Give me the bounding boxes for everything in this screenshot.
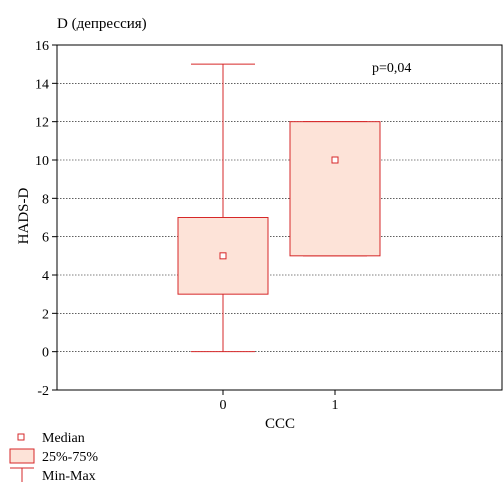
y-tick-label: -2 [37, 384, 49, 399]
y-tick-label: 14 [35, 77, 49, 92]
plot-area-frame [56, 44, 503, 391]
y-tick-label: 4 [42, 269, 49, 284]
legend-median-swatch [17, 433, 25, 441]
x-axis-label: CCC [265, 416, 295, 432]
y-tick-label: 8 [42, 192, 49, 207]
y-tick-label: 16 [35, 39, 49, 54]
x-tick-label: 0 [220, 398, 227, 413]
median-marker [331, 156, 339, 164]
y-tick-label: 10 [35, 154, 49, 169]
y-tick-label: 12 [35, 116, 49, 131]
legend: Median 25%-75% Min-Max [9, 431, 98, 484]
box-0 [177, 63, 269, 353]
gridlines [57, 83, 502, 352]
y-tick-label: 0 [42, 346, 49, 361]
legend-label-median: Median [42, 431, 85, 446]
median-marker [219, 252, 227, 260]
legend-box-swatch [9, 448, 35, 464]
y-axis-label: HADS-D [16, 188, 32, 245]
box-series [177, 63, 381, 353]
p-value-annotation: p=0,04 [372, 61, 411, 76]
iqr-box [289, 121, 381, 257]
y-tick-label: 6 [42, 231, 49, 246]
legend-label-box: 25%-75% [42, 450, 98, 465]
legend-label-whisker: Min-Max [42, 469, 96, 484]
box-1 [289, 121, 381, 257]
chart-title: D (депрессия) [57, 16, 147, 32]
x-tick-label: 1 [332, 398, 339, 413]
y-tick-labels: -2 0 2 4 6 8 10 12 14 16 [35, 39, 57, 399]
y-tick-label: 2 [42, 307, 49, 322]
